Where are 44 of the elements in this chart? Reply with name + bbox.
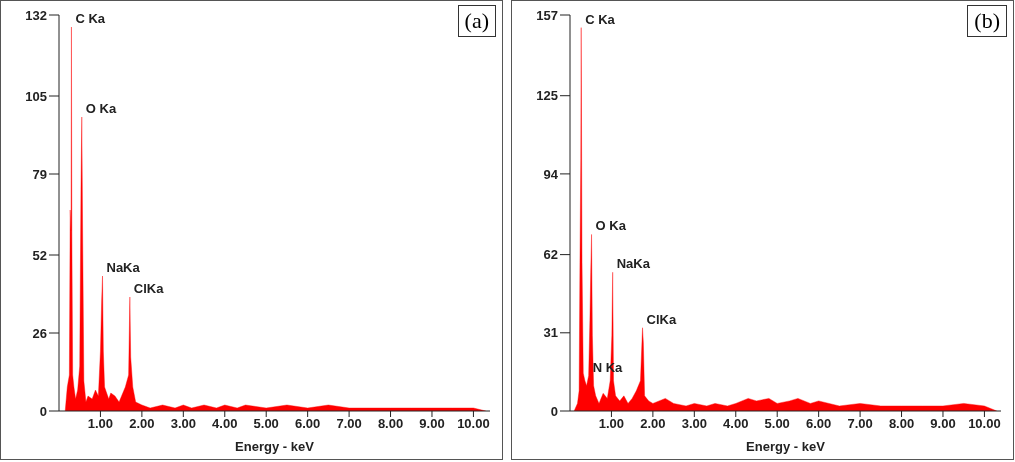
x-axis-title: Energy - keV bbox=[746, 439, 826, 454]
y-tick-label: 0 bbox=[550, 403, 558, 419]
x-tick-label: 6.00 bbox=[806, 416, 832, 432]
x-tick-label: 8.00 bbox=[377, 416, 404, 432]
annotation: C Ka bbox=[585, 11, 616, 27]
y-tick-label: 79 bbox=[32, 166, 47, 182]
annotation: O Ka bbox=[595, 218, 627, 234]
x-tick-label: 8.00 bbox=[888, 416, 915, 432]
y-tick-label: 125 bbox=[536, 88, 558, 104]
annotation: NaKa bbox=[106, 260, 141, 275]
annotation: ClKa bbox=[133, 281, 165, 296]
y-tick-label: 62 bbox=[543, 247, 558, 263]
x-tick-label: 2.00 bbox=[640, 416, 666, 432]
y-tick-label: 105 bbox=[25, 88, 47, 104]
y-tick-label: 0 bbox=[39, 403, 47, 419]
x-tick-label: 9.00 bbox=[930, 416, 956, 432]
y-tick-label: 157 bbox=[536, 7, 558, 23]
chart-title: (a) bbox=[457, 5, 496, 37]
x-tick-label: 10.00 bbox=[457, 416, 490, 432]
y-tick-label: 94 bbox=[543, 166, 559, 182]
x-tick-label: 10.00 bbox=[968, 416, 1001, 432]
y-tick-label: 31 bbox=[543, 325, 558, 341]
x-tick-label: 1.00 bbox=[87, 416, 114, 432]
x-tick-label: 2.00 bbox=[129, 416, 155, 432]
annotation: C Ka bbox=[75, 11, 106, 26]
x-tick-label: 5.00 bbox=[253, 416, 279, 432]
x-tick-label: 9.00 bbox=[419, 416, 445, 432]
x-tick-label: 3.00 bbox=[681, 416, 707, 432]
x-tick-label: 7.00 bbox=[336, 416, 362, 432]
annotation: ClKa bbox=[646, 311, 677, 327]
y-tick-label: 26 bbox=[32, 325, 47, 341]
x-tick-label: 6.00 bbox=[295, 416, 321, 432]
chart-title: (b) bbox=[967, 5, 1007, 37]
x-tick-label: 1.00 bbox=[598, 416, 625, 432]
y-tick-label: 132 bbox=[25, 7, 47, 23]
x-tick-label: 7.00 bbox=[847, 416, 873, 432]
annotation: O Ka bbox=[85, 101, 117, 116]
y-tick-label: 52 bbox=[32, 247, 47, 263]
x-axis-title: Energy - keV bbox=[235, 439, 315, 454]
x-tick-label: 4.00 bbox=[212, 416, 238, 432]
x-tick-label: 3.00 bbox=[170, 416, 196, 432]
x-tick-label: 4.00 bbox=[723, 416, 749, 432]
annotation: NaKa bbox=[616, 256, 651, 272]
x-tick-label: 5.00 bbox=[764, 416, 790, 432]
